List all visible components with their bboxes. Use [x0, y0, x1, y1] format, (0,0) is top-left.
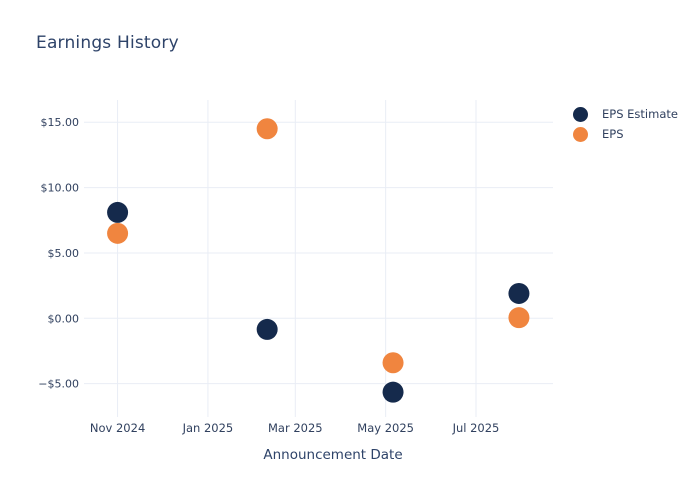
y-tick-label: $15.00 [41, 116, 80, 129]
data-point-eps-estimate[interactable] [107, 201, 129, 223]
eps-estimate-marker-icon [573, 106, 588, 122]
data-point-eps-estimate[interactable] [256, 318, 278, 340]
x-axis-title: Announcement Date [263, 447, 403, 463]
x-tick-label: Jul 2025 [452, 421, 500, 435]
y-tick-label: $10.00 [41, 182, 80, 195]
data-point-eps-estimate[interactable] [508, 282, 530, 304]
y-tick-label: $5.00 [48, 247, 80, 260]
y-tick-label: −$5.00 [38, 378, 79, 391]
x-tick-label: Nov 2024 [90, 421, 145, 435]
eps-marker-icon [573, 126, 588, 142]
x-tick-label: Jan 2025 [182, 421, 234, 435]
legend-label-eps: EPS [602, 127, 624, 141]
data-point-eps[interactable] [256, 118, 278, 140]
y-tick-label: $0.00 [48, 312, 80, 325]
chart-title: Earnings History [36, 33, 179, 53]
legend-item-eps[interactable]: EPS [573, 124, 678, 144]
data-point-eps[interactable] [107, 222, 129, 244]
data-point-eps[interactable] [382, 352, 404, 374]
x-tick-label: Mar 2025 [268, 421, 323, 435]
data-point-eps-estimate[interactable] [382, 381, 404, 403]
data-point-eps[interactable] [508, 307, 530, 329]
legend: EPS Estimate EPS [573, 104, 678, 144]
legend-label-eps-estimate: EPS Estimate [602, 107, 678, 121]
legend-item-eps-estimate[interactable]: EPS Estimate [573, 104, 678, 124]
x-tick-label: May 2025 [357, 421, 414, 435]
